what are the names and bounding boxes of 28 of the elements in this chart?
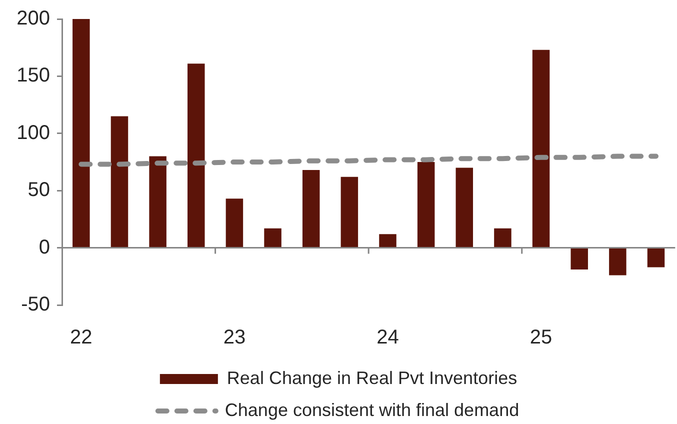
bar: [609, 248, 626, 276]
bar: [570, 248, 588, 270]
bar: [532, 50, 550, 248]
bar: [647, 248, 665, 268]
bar: [417, 162, 435, 248]
bar: [226, 198, 244, 248]
y-tick-label: 50: [28, 179, 50, 202]
bar: [302, 170, 320, 248]
y-tick-label: 150: [16, 64, 50, 87]
bar: [340, 176, 358, 248]
bar: [494, 228, 512, 248]
bar: [72, 19, 90, 248]
y-tick-label: -50: [21, 294, 50, 316]
legend-label: Change consistent with final demand: [224, 400, 520, 420]
bar: [456, 168, 474, 248]
x-tick-label: 23: [223, 326, 246, 349]
y-tick-label: 200: [16, 8, 50, 30]
x-tick-label: 22: [70, 326, 92, 349]
x-tick-label: 24: [376, 326, 399, 349]
bar: [188, 64, 205, 248]
bar: [264, 228, 282, 248]
bar: [379, 234, 396, 248]
bar: [149, 156, 166, 248]
bar: [110, 116, 128, 248]
x-tick-label: 25: [530, 326, 552, 349]
legend-label: Real Change in Real Pvt Inventories: [226, 368, 518, 388]
y-tick-label: 100: [16, 122, 50, 144]
y-tick-label: 0: [38, 236, 50, 258]
